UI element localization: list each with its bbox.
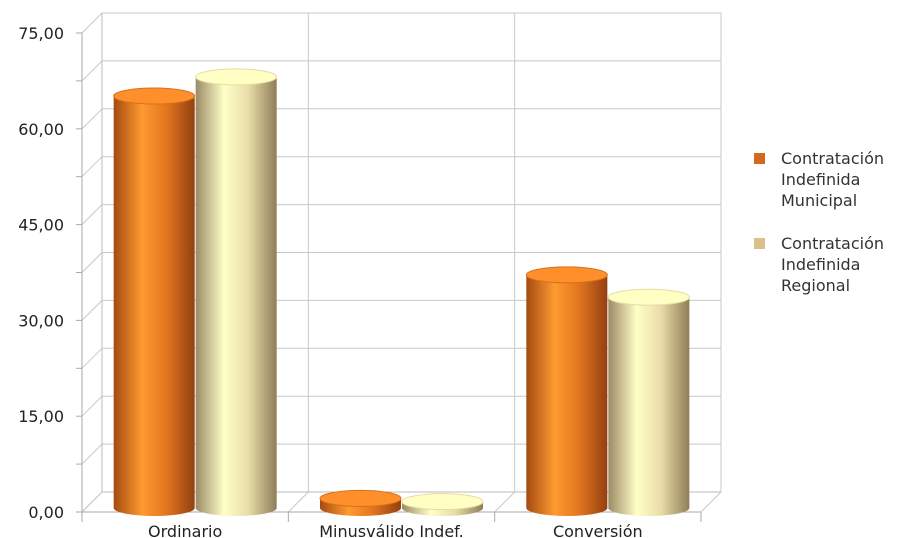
gridline-left-wall — [81, 60, 103, 82]
bar-top — [319, 489, 402, 507]
bar-0-0 — [113, 87, 196, 516]
x-tick-label: Ordinario — [148, 522, 222, 538]
gridline-left-wall — [81, 156, 103, 178]
bar-top — [113, 87, 196, 105]
legend-label-municipal: Contratación Indefinida Municipal — [781, 149, 885, 210]
bars — [113, 68, 690, 516]
y-tick-label: 15,00 — [18, 407, 64, 426]
gridline-left-wall — [81, 347, 103, 369]
legend-swatch-municipal — [754, 153, 765, 164]
x-tick-label: Minusválido Indef. — [319, 522, 463, 538]
legend-swatch-regional — [754, 238, 765, 249]
gridline-left-wall — [81, 252, 103, 273]
x-tick-label: Conversión — [553, 522, 643, 538]
legend-item-regional: Contratación Indefinida Regional — [754, 233, 894, 296]
y-tick-label: 45,00 — [18, 216, 64, 235]
bar-body — [526, 274, 608, 516]
legend: Contratación Indefinida Municipal Contra… — [754, 148, 894, 318]
gridline-left-wall — [81, 12, 103, 34]
y-tick-label: 0,00 — [28, 503, 64, 522]
gridline-floor — [287, 491, 309, 513]
gridline-left-wall — [81, 108, 103, 130]
bar-0-2 — [525, 266, 608, 516]
bar-1-0 — [195, 68, 278, 516]
gridline-left-wall — [81, 204, 103, 225]
gridline-left-wall — [81, 300, 103, 321]
gridline-floor — [700, 491, 722, 513]
bar-1-1 — [401, 493, 484, 516]
gridline-floor — [81, 491, 103, 513]
bar-top — [195, 68, 278, 86]
bar-body — [608, 297, 690, 516]
bar-top — [401, 493, 484, 511]
bar-0-1 — [319, 489, 402, 516]
gridline-left-wall — [81, 443, 103, 465]
gridline-floor — [494, 491, 516, 513]
legend-item-municipal: Contratación Indefinida Municipal — [754, 148, 894, 211]
bar-body — [113, 96, 195, 516]
bar-top — [607, 288, 690, 306]
y-tick-label: 60,00 — [18, 120, 64, 139]
bar-top — [525, 266, 608, 284]
gridline-left-wall — [81, 395, 103, 417]
axis-labels: 0,00 15,00 30,00 45,00 60,00 75,00 Ordinario Mi… — [18, 24, 642, 538]
bar-body — [195, 76, 277, 516]
y-tick-label: 30,00 — [18, 311, 64, 330]
bar-1-2 — [607, 288, 690, 516]
y-tick-label: 75,00 — [18, 24, 64, 43]
legend-label-regional: Contratación Indefinida Regional — [781, 234, 885, 295]
